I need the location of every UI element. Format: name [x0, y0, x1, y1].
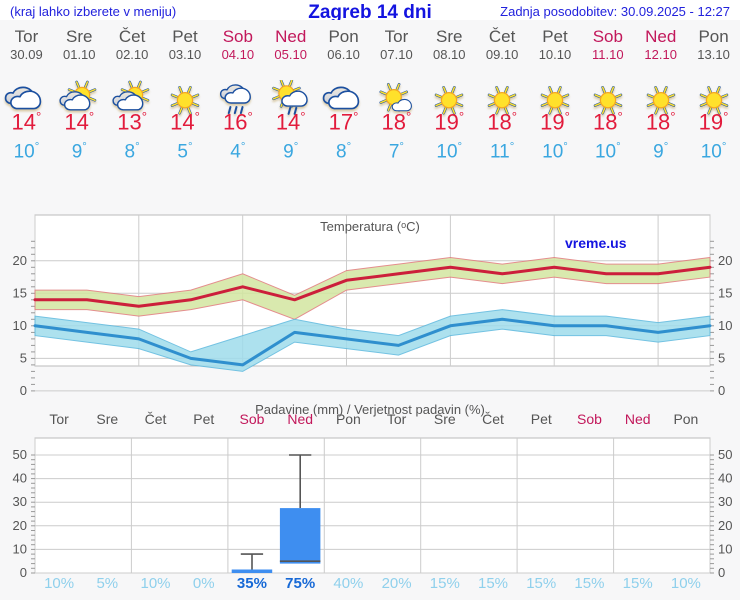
svg-text:5: 5 — [20, 350, 27, 365]
svg-text:5: 5 — [718, 350, 725, 365]
svg-text:0: 0 — [718, 565, 725, 580]
svg-text:0: 0 — [20, 565, 27, 580]
svg-text:30: 30 — [13, 494, 27, 509]
svg-text:15: 15 — [13, 285, 27, 300]
svg-text:40: 40 — [718, 471, 732, 486]
svg-text:50: 50 — [13, 447, 27, 462]
svg-text:30: 30 — [718, 494, 732, 509]
svg-text:10: 10 — [13, 318, 27, 333]
svg-text:20: 20 — [718, 518, 732, 533]
svg-text:50: 50 — [718, 447, 732, 462]
svg-text:10: 10 — [718, 318, 732, 333]
svg-text:10: 10 — [718, 541, 732, 556]
svg-text:20: 20 — [13, 253, 27, 268]
svg-text:10: 10 — [13, 541, 27, 556]
svg-text:0: 0 — [20, 383, 27, 398]
svg-text:15: 15 — [718, 285, 732, 300]
svg-text:20: 20 — [13, 518, 27, 533]
svg-text:40: 40 — [13, 471, 27, 486]
svg-text:0: 0 — [718, 383, 725, 398]
svg-text:20: 20 — [718, 253, 732, 268]
